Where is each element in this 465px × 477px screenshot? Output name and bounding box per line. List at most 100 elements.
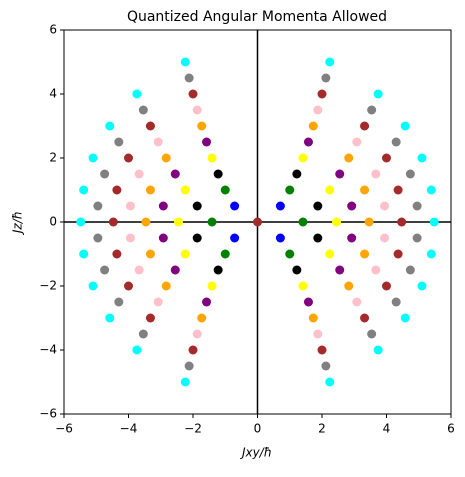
point (253, 217, 262, 227)
point (93, 201, 103, 211)
point (105, 313, 115, 323)
point (298, 281, 308, 291)
point (197, 313, 207, 323)
point (292, 265, 302, 275)
point (344, 281, 354, 291)
point (197, 121, 207, 131)
point (230, 233, 240, 243)
point (153, 297, 163, 307)
point (275, 201, 285, 211)
point (325, 249, 335, 259)
point (285, 249, 295, 259)
point (412, 233, 422, 243)
point (180, 249, 190, 259)
point (173, 217, 183, 227)
point (161, 153, 171, 163)
x-tick-label: −4 (120, 422, 138, 436)
point (145, 121, 155, 131)
point (158, 233, 168, 243)
point (380, 201, 390, 211)
point (192, 233, 202, 243)
point (335, 169, 345, 179)
point (298, 217, 308, 227)
point (188, 345, 198, 355)
point (100, 265, 110, 275)
point (170, 265, 180, 275)
point (138, 105, 148, 115)
y-tick-label: 4 (49, 87, 57, 101)
point (308, 121, 318, 131)
point (114, 137, 124, 147)
point (405, 265, 415, 275)
point (76, 217, 86, 227)
point (202, 137, 212, 147)
point (180, 57, 190, 67)
point (405, 169, 415, 179)
y-tick-label: 2 (49, 151, 57, 165)
point (426, 185, 436, 195)
point (429, 217, 439, 227)
x-tick-label: 0 (254, 422, 262, 436)
x-tick-label: −2 (184, 422, 202, 436)
point (313, 329, 323, 339)
y-tick-label: −2 (39, 279, 57, 293)
point (391, 137, 401, 147)
point (192, 105, 202, 115)
x-axis-label: Jxy/ħ (240, 446, 272, 460)
y-tick-label: −4 (39, 343, 57, 357)
point (364, 217, 374, 227)
point (184, 361, 194, 371)
point (134, 265, 144, 275)
point (79, 185, 89, 195)
point (192, 329, 202, 339)
point (298, 153, 308, 163)
point (347, 201, 357, 211)
point (180, 185, 190, 195)
point (124, 153, 133, 163)
point (426, 249, 436, 259)
point (125, 201, 135, 211)
y-axis-label: Jz/ħ (11, 211, 25, 235)
point (88, 153, 98, 163)
point (184, 73, 194, 83)
point (325, 57, 335, 67)
point (308, 313, 318, 323)
point (412, 201, 422, 211)
point (112, 249, 122, 259)
point (125, 233, 135, 243)
point (397, 217, 407, 227)
point (275, 233, 285, 243)
point (132, 345, 142, 355)
point (382, 153, 391, 163)
point (400, 313, 410, 323)
chart-title: Quantized Angular Momenta Allowed (127, 9, 387, 25)
point (352, 137, 362, 147)
point (371, 169, 381, 179)
point (138, 329, 148, 339)
point (105, 121, 115, 131)
point (352, 297, 362, 307)
point (145, 185, 155, 195)
point (303, 137, 313, 147)
y-tick-label: 6 (49, 23, 57, 37)
point (141, 217, 151, 227)
point (292, 169, 302, 179)
point (79, 249, 89, 259)
point (391, 297, 401, 307)
point (313, 201, 323, 211)
point (188, 89, 198, 99)
point (400, 121, 410, 131)
point (213, 265, 223, 275)
point (180, 377, 190, 387)
point (213, 169, 223, 179)
point (285, 185, 295, 195)
point (202, 297, 212, 307)
point (417, 281, 427, 291)
point (335, 265, 345, 275)
point (132, 89, 142, 99)
y-tick-label: 0 (49, 215, 57, 229)
point (220, 249, 230, 259)
point (382, 281, 391, 291)
point (88, 281, 98, 291)
point (380, 233, 390, 243)
